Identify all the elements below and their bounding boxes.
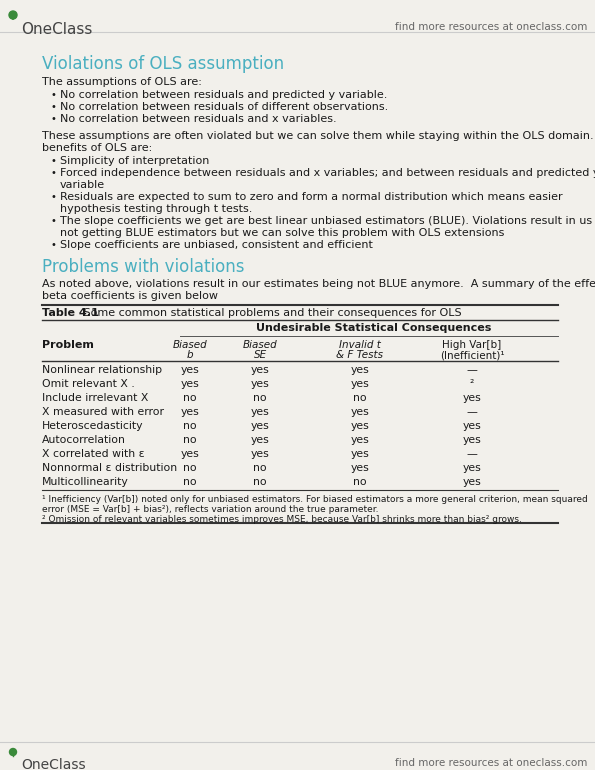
Text: find more resources at oneclass.com: find more resources at oneclass.com: [394, 22, 587, 32]
Circle shape: [9, 11, 17, 19]
Text: yes: yes: [463, 463, 481, 473]
Text: ¹ Inefficiency (Var[b]) noted only for unbiased estimators. For biased estimator: ¹ Inefficiency (Var[b]) noted only for u…: [42, 495, 588, 504]
Text: —: —: [466, 365, 477, 375]
Text: Undesirable Statistical Consequences: Undesirable Statistical Consequences: [256, 323, 491, 333]
Text: X measured with error: X measured with error: [42, 407, 164, 417]
Text: yes: yes: [463, 477, 481, 487]
Text: OneClass: OneClass: [21, 758, 86, 770]
Text: yes: yes: [250, 421, 270, 431]
Text: Problem: Problem: [42, 340, 94, 350]
Text: no: no: [183, 393, 197, 403]
Text: benefits of OLS are:: benefits of OLS are:: [42, 143, 152, 153]
Text: Nonlinear relationship: Nonlinear relationship: [42, 365, 162, 375]
Text: no: no: [183, 463, 197, 473]
Text: ² Omission of relevant variables sometimes improves MSE, because Var[b] shrinks : ² Omission of relevant variables sometim…: [42, 515, 522, 524]
Text: yes: yes: [350, 407, 369, 417]
Text: no: no: [183, 421, 197, 431]
Text: yes: yes: [250, 379, 270, 389]
Text: no: no: [183, 435, 197, 445]
Text: yes: yes: [181, 379, 199, 389]
Text: •: •: [50, 192, 56, 202]
Text: yes: yes: [463, 435, 481, 445]
Text: no: no: [183, 477, 197, 487]
Text: Violations of OLS assumption: Violations of OLS assumption: [42, 55, 284, 73]
Text: —: —: [466, 449, 477, 459]
Text: yes: yes: [250, 365, 270, 375]
Text: yes: yes: [350, 421, 369, 431]
Text: Biased: Biased: [243, 340, 277, 350]
Text: ²: ²: [470, 379, 474, 389]
Text: No correlation between residuals of different observations.: No correlation between residuals of diff…: [60, 102, 389, 112]
Text: OneClass: OneClass: [21, 22, 92, 37]
Text: error (MSE = Var[b] + bias²), reflects variation around the true parameter.: error (MSE = Var[b] + bias²), reflects v…: [42, 505, 378, 514]
Text: As noted above, violations result in our estimates being not BLUE anymore.  A su: As noted above, violations result in our…: [42, 279, 595, 289]
Text: Some common statistical problems and their consequences for OLS: Some common statistical problems and the…: [80, 308, 462, 318]
Text: yes: yes: [250, 407, 270, 417]
Text: Omit relevant X .: Omit relevant X .: [42, 379, 134, 389]
Text: Include irrelevant X: Include irrelevant X: [42, 393, 148, 403]
Text: hypothesis testing through t tests.: hypothesis testing through t tests.: [60, 204, 252, 214]
Text: yes: yes: [463, 393, 481, 403]
Text: yes: yes: [350, 449, 369, 459]
Text: The slope coefficients we get are best linear unbiased estimators (BLUE). Violat: The slope coefficients we get are best l…: [60, 216, 592, 226]
Text: Residuals are expected to sum to zero and form a normal distribution which means: Residuals are expected to sum to zero an…: [60, 192, 563, 202]
Text: yes: yes: [181, 407, 199, 417]
Text: yes: yes: [181, 365, 199, 375]
Text: no: no: [253, 477, 267, 487]
Text: variable: variable: [60, 180, 105, 190]
Text: no: no: [353, 477, 367, 487]
Text: •: •: [50, 168, 56, 178]
Text: The assumptions of OLS are:: The assumptions of OLS are:: [42, 77, 202, 87]
Text: •: •: [50, 216, 56, 226]
Circle shape: [10, 748, 17, 755]
Text: Invalid t: Invalid t: [339, 340, 381, 350]
Text: yes: yes: [463, 421, 481, 431]
Text: Nonnormal ε distribution: Nonnormal ε distribution: [42, 463, 177, 473]
Text: yes: yes: [350, 435, 369, 445]
Text: Forced independence between residuals and x variables; and between residuals and: Forced independence between residuals an…: [60, 168, 595, 178]
Text: beta coefficients is given below: beta coefficients is given below: [42, 291, 218, 301]
Text: Heteroscedasticity: Heteroscedasticity: [42, 421, 143, 431]
Text: •: •: [50, 90, 56, 100]
Text: yes: yes: [350, 463, 369, 473]
Text: yes: yes: [250, 435, 270, 445]
Text: Autocorrelation: Autocorrelation: [42, 435, 126, 445]
Text: yes: yes: [250, 449, 270, 459]
Text: SE: SE: [253, 350, 267, 360]
Text: •: •: [50, 102, 56, 112]
Text: No correlation between residuals and x variables.: No correlation between residuals and x v…: [60, 114, 337, 124]
Text: yes: yes: [350, 365, 369, 375]
Text: no: no: [253, 463, 267, 473]
Text: (Inefficient)¹: (Inefficient)¹: [440, 350, 505, 360]
Text: •: •: [50, 114, 56, 124]
Text: Slope coefficients are unbiased, consistent and efficient: Slope coefficients are unbiased, consist…: [60, 240, 373, 250]
Text: •: •: [50, 156, 56, 166]
Text: yes: yes: [350, 379, 369, 389]
Text: no: no: [353, 393, 367, 403]
Text: b: b: [187, 350, 193, 360]
Text: Table 4.1: Table 4.1: [42, 308, 99, 318]
Text: No correlation between residuals and predicted y variable.: No correlation between residuals and pre…: [60, 90, 387, 100]
Text: X correlated with ε: X correlated with ε: [42, 449, 145, 459]
Text: Problems with violations: Problems with violations: [42, 258, 245, 276]
Text: not getting BLUE estimators but we can solve this problem with OLS extensions: not getting BLUE estimators but we can s…: [60, 228, 505, 238]
Text: Simplicity of interpretation: Simplicity of interpretation: [60, 156, 209, 166]
Text: find more resources at oneclass.com: find more resources at oneclass.com: [394, 758, 587, 768]
Text: High Var[b]: High Var[b]: [442, 340, 502, 350]
Text: These assumptions are often violated but we can solve them while staying within : These assumptions are often violated but…: [42, 131, 595, 141]
Text: no: no: [253, 393, 267, 403]
Text: Multicollinearity: Multicollinearity: [42, 477, 129, 487]
Text: yes: yes: [181, 449, 199, 459]
Text: —: —: [466, 407, 477, 417]
Text: •: •: [50, 240, 56, 250]
Text: Biased: Biased: [173, 340, 208, 350]
Text: & F Tests: & F Tests: [337, 350, 384, 360]
